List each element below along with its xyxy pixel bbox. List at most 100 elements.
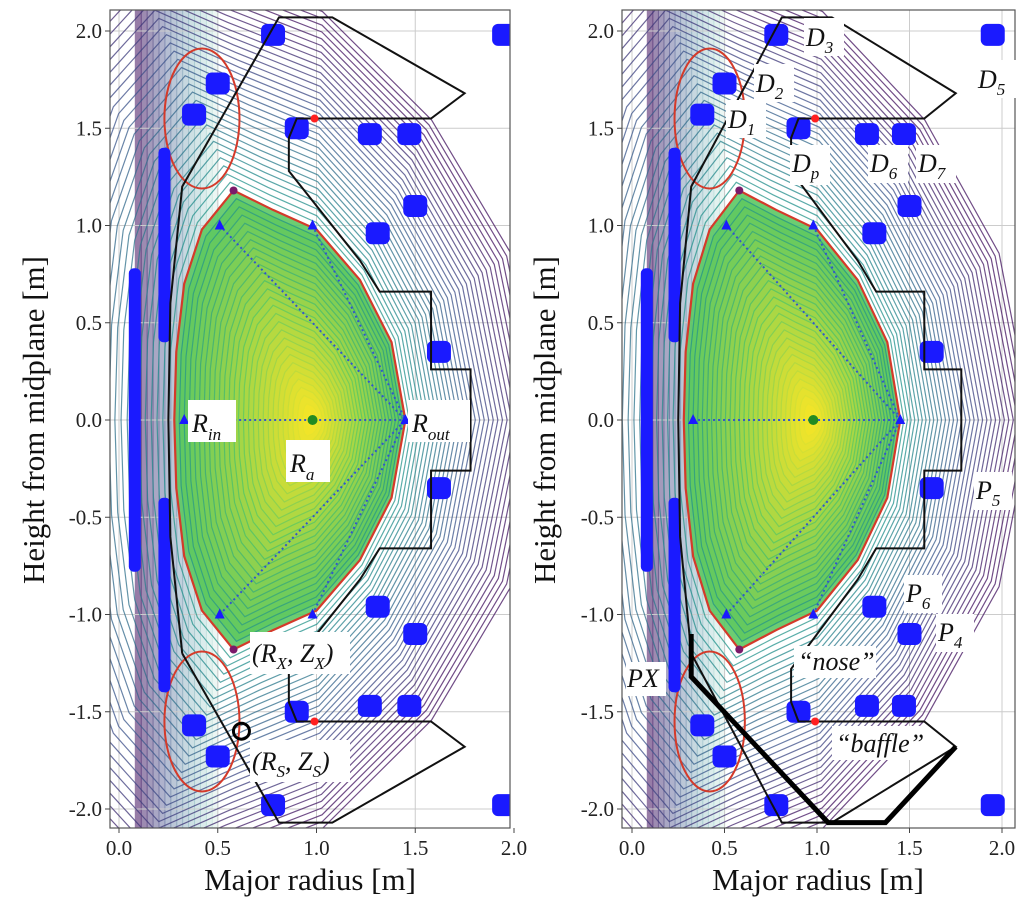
red-marker (811, 114, 820, 123)
left-panel: 0.0 0.5 1.0 1.5 2.0 2.0 1.5 1.0 0.5 0.0 -0.5 -1.0 -1… (69, 9, 527, 860)
annotation-r-out: Rout (408, 400, 470, 444)
probe-chord (812, 225, 902, 421)
flux-contour (817, 10, 1015, 828)
flux-contour (263, 10, 510, 828)
strike-point-marker (231, 721, 251, 741)
annotation-d1: D1 (726, 100, 766, 139)
plot-frame (109, 9, 511, 829)
vessel-wall (677, 16, 963, 824)
field-shade (152, 10, 160, 828)
coil-bar (158, 497, 171, 693)
x-point-marker (735, 186, 744, 195)
flux-contour (110, 10, 504, 828)
coil (397, 694, 422, 717)
coil-bar (128, 268, 141, 572)
flux-contour (622, 74, 955, 766)
coil (492, 23, 510, 46)
flux-contour (110, 42, 481, 798)
y-tick-label: 0.0 (588, 408, 614, 432)
baffle-wall (688, 633, 958, 826)
svg-text:D2: D2 (755, 69, 784, 103)
left-x-axis-label: Major radius [m] (204, 862, 416, 897)
y-tick-label: -1.5 (581, 700, 614, 724)
plot-area (110, 10, 510, 828)
y-tick-label: -2.0 (69, 797, 102, 821)
flux-contour (767, 10, 1015, 828)
svg-text:“baffle”: “baffle” (836, 729, 924, 758)
coil (182, 103, 207, 126)
field-shade (663, 10, 670, 828)
y-tick-label: 2.0 (588, 19, 614, 43)
y-tick-label: 0.0 (76, 408, 102, 432)
coil (862, 595, 887, 618)
vessel-wall (167, 16, 472, 824)
annotation-d7: D7 (916, 145, 956, 183)
flux-contour (622, 10, 1005, 828)
flux-contour (138, 140, 430, 700)
flux-contour (672, 173, 909, 667)
y-tick-label: -0.5 (69, 505, 102, 529)
coil (357, 694, 382, 717)
y-tick-label: 1.0 (588, 214, 614, 238)
coil (919, 477, 944, 500)
flux-contour (110, 25, 490, 815)
coil (891, 123, 916, 146)
right-y-axis-label: Height from midplane [m] (527, 256, 562, 584)
annotation-p4: P4 (936, 614, 974, 652)
flux-contour (667, 165, 912, 675)
magnetic-axis-marker (808, 415, 819, 425)
probe-marker (688, 414, 699, 424)
flux-contour (655, 148, 920, 692)
probe-marker (307, 608, 318, 619)
flux-contour (246, 10, 510, 828)
annotation-dp: Dp (790, 145, 830, 185)
coil (357, 123, 382, 146)
annotation-d6: D6 (868, 145, 908, 183)
flux-contour (622, 42, 971, 798)
probe-marker (721, 608, 732, 619)
x-tick-label: 1.0 (303, 836, 329, 860)
separatrix (682, 189, 902, 651)
plot-frame (621, 9, 1016, 829)
divertor-separatrix-loop (673, 650, 746, 793)
probe-marker (721, 219, 732, 230)
probe-marker (895, 414, 906, 424)
annotation-d3: D3 (804, 18, 844, 57)
svg-text:Dp: Dp (791, 149, 819, 183)
probe-chord (311, 225, 407, 421)
x-tick-label: 0.0 (106, 836, 132, 860)
coil (854, 694, 879, 717)
x-tick-label: 2.0 (501, 836, 527, 860)
svg-text:Rout: Rout (411, 409, 451, 444)
flux-contour (110, 10, 508, 828)
y-tick-label: 1.5 (588, 116, 614, 140)
flux-contour (622, 10, 1001, 828)
coil (891, 694, 916, 717)
flux-contour (677, 181, 905, 659)
flux-contour (622, 34, 975, 806)
y-tick-label: -0.5 (581, 505, 614, 529)
coil (980, 794, 1005, 817)
annotation-p5: P5 (974, 472, 1012, 510)
flux-contour (212, 10, 510, 828)
svg-text:D3: D3 (805, 23, 833, 57)
x-tick-label: 1.5 (402, 836, 428, 860)
annotation-d5: D5 (976, 60, 1016, 99)
y-tick-label: -2.0 (581, 797, 614, 821)
flux-contour (110, 10, 510, 828)
coil (205, 745, 230, 768)
y-tick-label: 1.5 (76, 116, 102, 140)
annotation-x-point: (RX, ZX) (250, 632, 350, 674)
svg-text:P5: P5 (975, 476, 1000, 510)
y-tick-label: 2.0 (76, 19, 102, 43)
svg-text:(RS, ZS): (RS, ZS) (252, 747, 330, 781)
field-shade (652, 10, 659, 828)
svg-text:D7: D7 (917, 149, 947, 183)
y-tick-label: -1.5 (69, 700, 102, 724)
red-marker (811, 717, 820, 726)
x-tick-label: 2.0 (989, 836, 1015, 860)
coil (690, 103, 715, 126)
coil (492, 794, 510, 817)
probe-chord (725, 224, 901, 421)
